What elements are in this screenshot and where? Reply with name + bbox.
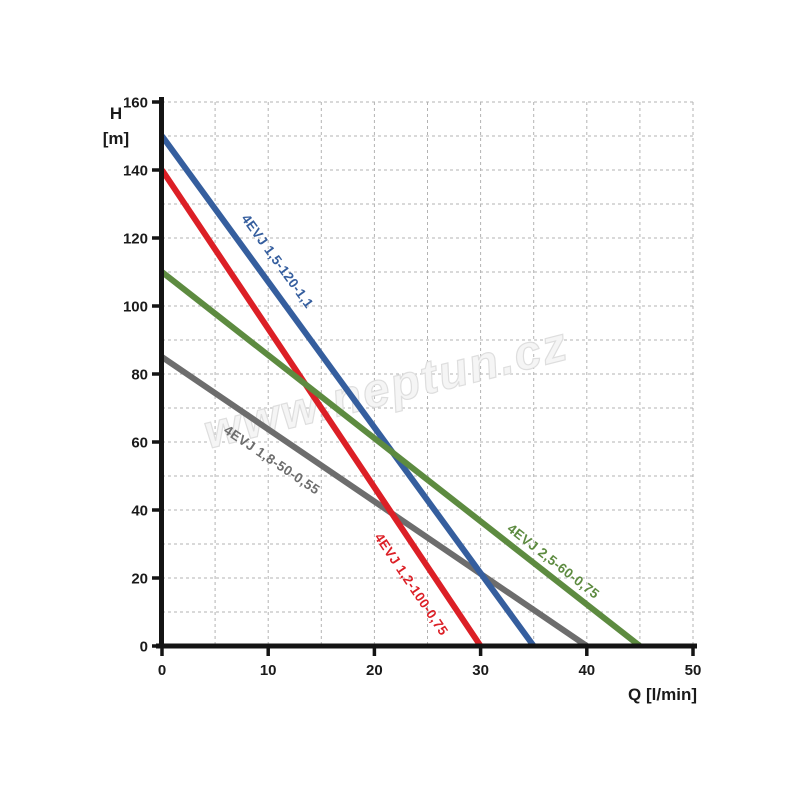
y-tick-label: 160: [123, 95, 148, 112]
x-axis-title: Q [l/min]: [628, 685, 697, 704]
y-tick-label: 100: [123, 299, 148, 316]
y-tick-label: 140: [123, 163, 148, 180]
series-line: [159, 168, 484, 648]
y-tick-label: 40: [131, 503, 148, 520]
y-tick-label: 60: [131, 435, 148, 452]
x-tick-label: 40: [578, 662, 595, 679]
y-tick-label: 0: [140, 639, 148, 656]
y-axis-title-line2: [m]: [103, 129, 129, 148]
watermark-text: www.neptun.cz: [198, 318, 573, 460]
y-tick-label: 20: [131, 571, 148, 588]
y-axis-title-line1: H: [110, 104, 122, 123]
series-line: [160, 269, 642, 649]
y-tick-label: 120: [123, 231, 148, 248]
x-tick-label: 20: [366, 662, 383, 679]
series-label: 4EVJ 2,5-60-0,75: [505, 521, 603, 602]
y-tick-label: 80: [131, 367, 148, 384]
x-tick-label: 0: [158, 662, 166, 679]
x-tick-label: 10: [260, 662, 277, 679]
series-line: [159, 134, 537, 648]
x-tick-label: 50: [685, 662, 702, 679]
x-tick-label: 30: [472, 662, 489, 679]
series-line: [160, 354, 589, 649]
